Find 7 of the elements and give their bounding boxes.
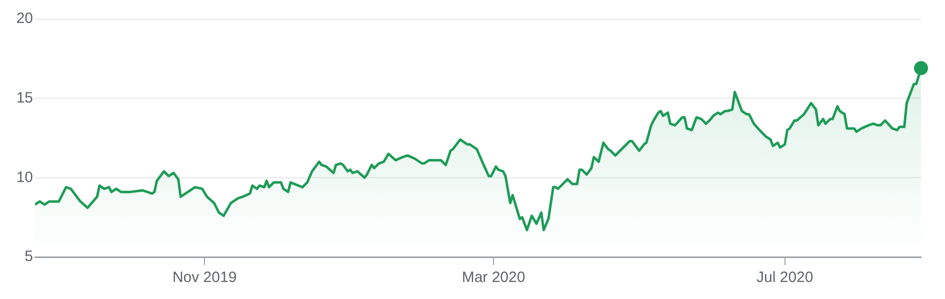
y-tick-label: 15 xyxy=(16,89,33,106)
y-tick-label: 20 xyxy=(16,10,33,28)
x-tick-label: Jul 2020 xyxy=(756,269,814,286)
y-tick-label: 5 xyxy=(24,248,33,266)
y-tick-label: 10 xyxy=(16,168,33,186)
x-tick-label: Nov 2019 xyxy=(172,269,237,286)
x-tick-label: Mar 2020 xyxy=(462,269,526,286)
